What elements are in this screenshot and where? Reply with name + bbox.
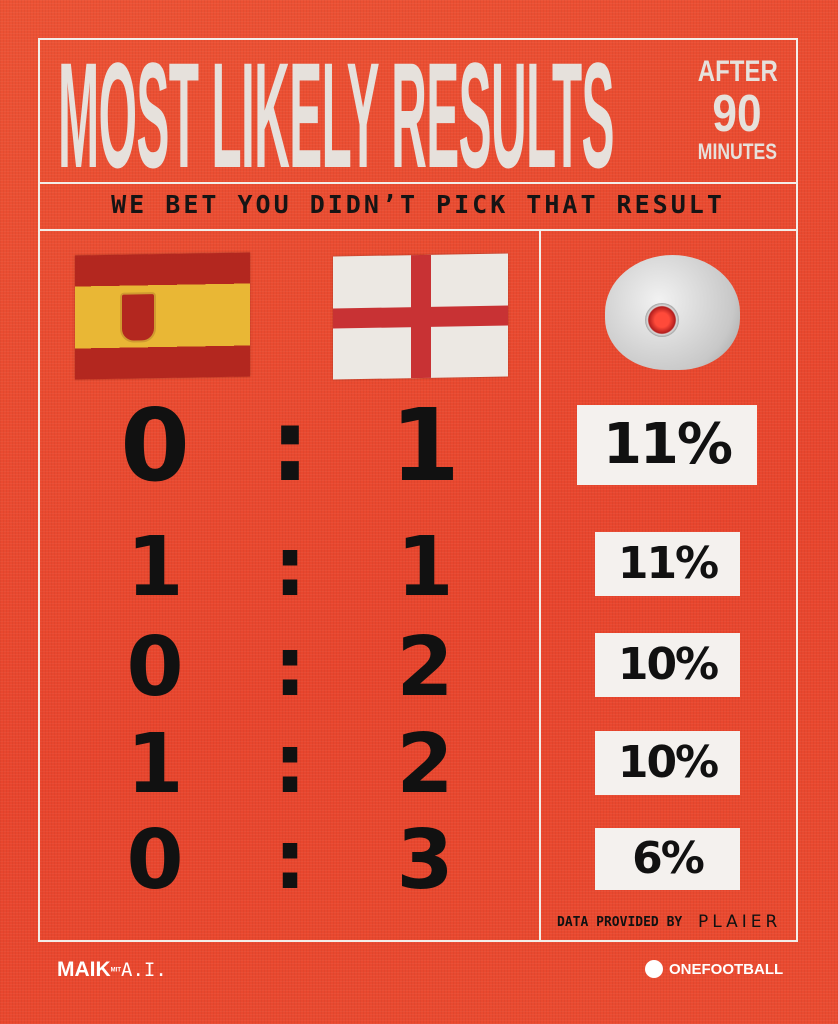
away-score: 3 [396, 813, 454, 908]
probability-box: 6% [595, 828, 740, 890]
home-score: 0 [126, 813, 184, 908]
probability-box: 10% [595, 731, 740, 795]
result-row: 1:1 [95, 520, 485, 615]
probability-box: 11% [577, 405, 757, 485]
page-title: MOST LIKELY RESULTS [58, 31, 615, 199]
plaier-logo: PLAIER [698, 912, 782, 932]
score-separator: : [273, 717, 307, 812]
coat-of-arms-icon [120, 292, 156, 343]
mit-text: MIT [110, 967, 122, 974]
minutes-label: MINUTES [697, 139, 777, 164]
result-row: 1:2 [95, 717, 485, 812]
data-credit: DATA PROVIDED BY [557, 915, 683, 930]
onefootball-text: ONEFOOTBALL [669, 960, 784, 978]
minutes-number: 90 [712, 85, 762, 143]
result-row: 0:2 [95, 620, 485, 715]
home-score: 1 [126, 520, 184, 615]
divider [539, 230, 541, 940]
divider [38, 229, 796, 231]
result-row: 0:3 [95, 813, 485, 908]
away-score: 2 [396, 620, 454, 715]
score-separator: : [273, 520, 307, 615]
probability-box: 10% [595, 633, 740, 697]
subtitle: WE BET YOU DIDN’T PICK THAT RESULT [111, 190, 725, 219]
frame [38, 38, 798, 942]
result-row: 0:1 [95, 387, 485, 504]
home-score: 0 [120, 386, 190, 504]
spain-flag-icon [75, 252, 250, 380]
robot-ball-icon [605, 255, 740, 370]
divider [38, 182, 796, 184]
onefootball-logo: ONEFOOTBALL [645, 960, 783, 978]
robot-eye-icon [645, 303, 679, 337]
maik-text: MAIK [57, 958, 111, 981]
ai-text: A.I. [121, 959, 167, 981]
score-separator: : [270, 386, 310, 504]
away-score: 1 [390, 386, 460, 504]
after-label: AFTER [697, 55, 778, 88]
home-score: 0 [126, 620, 184, 715]
after-90-minutes: AFTER 90 MINUTES [688, 55, 786, 165]
away-score: 2 [396, 717, 454, 812]
away-score: 1 [396, 520, 454, 615]
onefootball-icon [645, 960, 663, 978]
score-separator: : [273, 620, 307, 715]
score-separator: : [273, 813, 307, 908]
home-score: 1 [126, 717, 184, 812]
england-flag-icon [333, 253, 508, 380]
probability-box: 11% [595, 532, 740, 596]
maik-logo: MAIKMITA.I. [57, 958, 167, 982]
